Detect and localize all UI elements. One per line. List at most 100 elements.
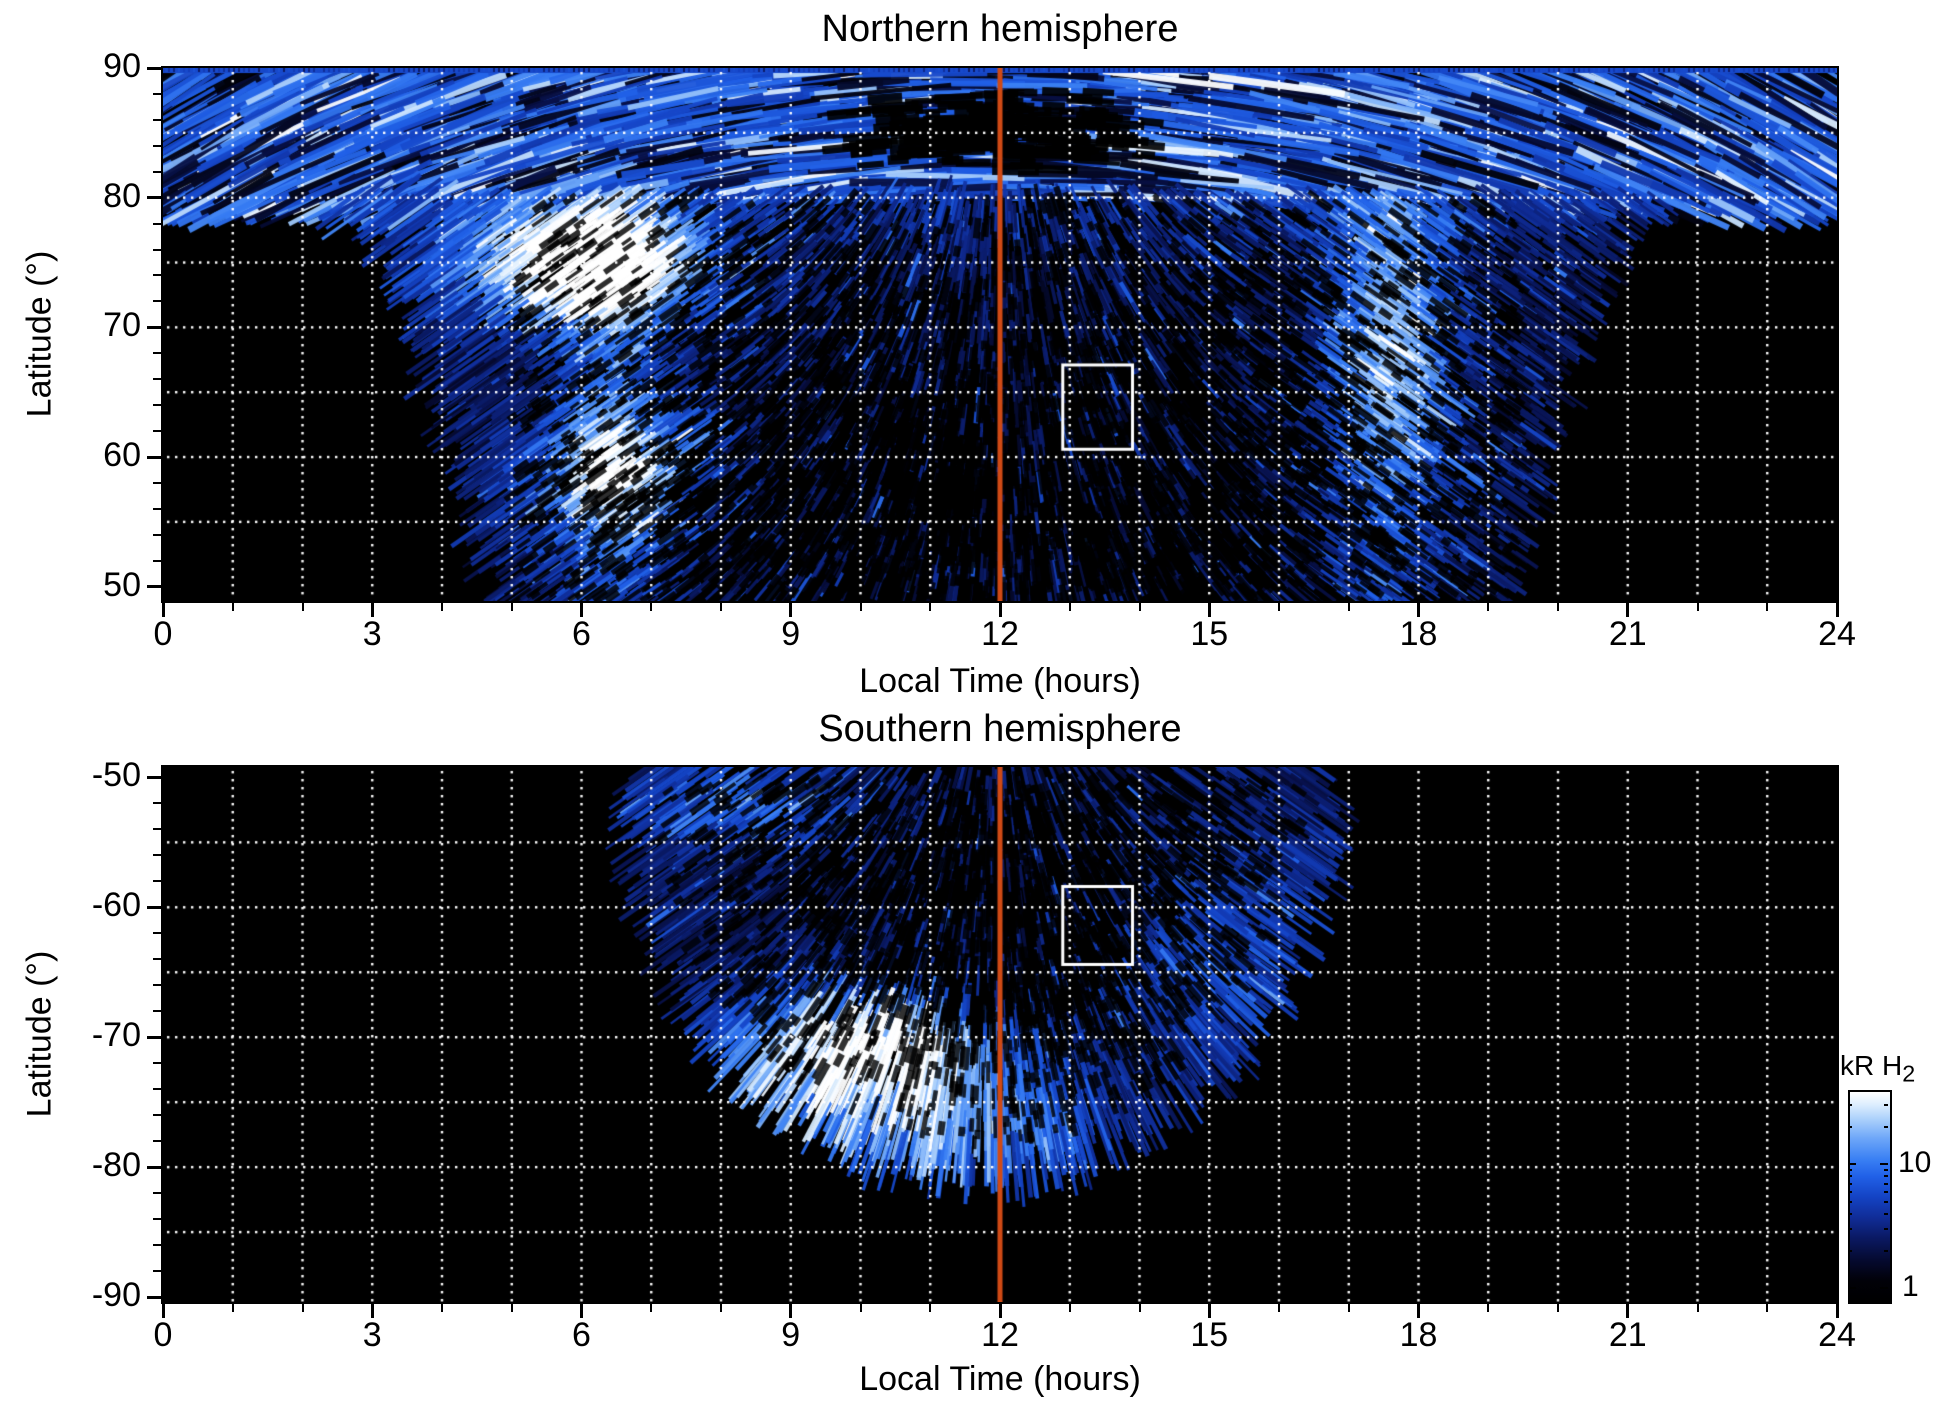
colorbar-minor-tick-mark xyxy=(1884,1126,1888,1129)
north-xaxis-label: Local Time (hours) xyxy=(859,662,1141,700)
y-tick-mark xyxy=(153,932,161,935)
x-tick-label: 0 xyxy=(153,1316,173,1354)
x-tick-mark xyxy=(1138,603,1141,611)
y-tick-mark xyxy=(147,585,161,589)
x-tick-label: 3 xyxy=(362,615,382,653)
x-tick-mark xyxy=(1347,603,1350,611)
y-tick-mark xyxy=(153,854,161,857)
x-tick-mark xyxy=(1417,603,1420,617)
y-tick-label: -90 xyxy=(91,1276,141,1315)
colorbar-minor-tick-mark xyxy=(1884,1212,1888,1215)
y-tick-mark xyxy=(153,880,161,883)
x-tick-label: 18 xyxy=(1399,1316,1438,1354)
x-tick-label: 21 xyxy=(1608,1316,1647,1354)
x-tick-mark xyxy=(1207,1304,1211,1318)
x-tick-label: 12 xyxy=(981,615,1019,653)
x-tick-label: 12 xyxy=(981,1316,1019,1354)
colorbar-minor-tick-mark xyxy=(1884,1200,1888,1203)
colorbar-tick-mark xyxy=(1848,1287,1856,1290)
x-tick-mark xyxy=(370,1304,374,1318)
y-tick-label: -60 xyxy=(91,886,141,925)
y-tick-mark xyxy=(147,905,161,909)
y-tick-mark xyxy=(153,958,161,961)
x-tick-mark xyxy=(370,603,374,617)
x-tick-mark xyxy=(1557,603,1559,611)
colorbar-minor-tick-mark xyxy=(1848,1104,1852,1107)
north-plot-title: Northern hemisphere xyxy=(821,8,1179,50)
y-tick-label: 80 xyxy=(103,176,141,215)
x-tick-mark xyxy=(789,603,793,617)
y-tick-mark xyxy=(153,404,161,407)
x-tick-label: 24 xyxy=(1818,1316,1856,1354)
x-tick-mark xyxy=(1626,603,1630,617)
y-tick-mark xyxy=(147,775,161,779)
y-tick-mark xyxy=(147,325,161,329)
y-tick-mark xyxy=(153,1088,161,1091)
colorbar-unit-subscript: 2 xyxy=(1902,1060,1916,1087)
x-tick-mark xyxy=(929,1304,932,1312)
y-tick-mark xyxy=(147,66,161,70)
colorbar-minor-tick-mark xyxy=(1848,1228,1852,1231)
colorbar-unit-text: kR H xyxy=(1840,1050,1903,1081)
y-tick-mark xyxy=(153,170,161,173)
x-tick-label: 6 xyxy=(572,1316,591,1354)
y-tick-mark xyxy=(153,802,161,805)
y-tick-label: 70 xyxy=(103,306,141,345)
x-tick-mark xyxy=(1207,603,1211,617)
x-tick-mark xyxy=(1696,603,1699,611)
colorbar-minor-tick-mark xyxy=(1884,1228,1888,1231)
x-tick-mark xyxy=(1696,1304,1699,1312)
x-tick-mark xyxy=(510,1304,513,1312)
x-tick-mark xyxy=(580,603,583,617)
x-tick-mark xyxy=(1626,1304,1630,1318)
colorbar xyxy=(1848,1090,1892,1304)
colorbar-minor-tick-mark xyxy=(1884,1190,1888,1193)
x-tick-label: 0 xyxy=(153,615,173,653)
x-tick-label: 9 xyxy=(781,615,801,653)
y-tick-mark xyxy=(153,507,161,510)
x-tick-label: 15 xyxy=(1190,1316,1229,1354)
x-tick-mark xyxy=(231,1304,234,1312)
y-tick-label: -80 xyxy=(91,1146,141,1185)
x-tick-mark xyxy=(720,1304,722,1312)
x-tick-mark xyxy=(161,603,165,617)
y-tick-mark xyxy=(153,248,161,251)
colorbar-minor-tick-mark xyxy=(1848,1212,1852,1215)
x-tick-mark xyxy=(1278,603,1280,611)
y-tick-mark xyxy=(153,300,161,303)
x-tick-mark xyxy=(1487,603,1490,611)
colorbar-minor-tick-mark xyxy=(1848,1126,1852,1129)
colorbar-minor-tick-mark xyxy=(1884,1182,1888,1185)
y-tick-label: -50 xyxy=(91,756,141,795)
y-tick-mark xyxy=(153,92,161,95)
y-tick-label: 60 xyxy=(103,436,141,475)
south-xaxis-label: Local Time (hours) xyxy=(859,1360,1141,1398)
colorbar-minor-tick-mark xyxy=(1848,1200,1852,1203)
x-tick-mark xyxy=(1835,603,1839,617)
x-tick-mark xyxy=(859,603,862,611)
colorbar-tick-mark xyxy=(1848,1163,1856,1166)
y-tick-mark xyxy=(147,1165,161,1169)
colorbar-label: kR H2 xyxy=(1840,1050,1915,1088)
colorbar-minor-tick-mark xyxy=(1884,1104,1888,1107)
y-tick-mark xyxy=(153,222,161,225)
y-tick-mark xyxy=(153,1062,161,1065)
y-tick-mark xyxy=(153,430,161,433)
x-tick-label: 15 xyxy=(1190,615,1229,653)
y-tick-mark xyxy=(147,196,161,200)
north-heatmap xyxy=(163,68,1837,601)
x-tick-mark xyxy=(231,603,234,611)
x-tick-mark xyxy=(1068,1304,1071,1312)
x-tick-mark xyxy=(441,603,443,611)
x-tick-label: 24 xyxy=(1818,615,1856,653)
y-tick-mark xyxy=(153,533,161,536)
y-tick-mark xyxy=(153,352,161,355)
colorbar-minor-tick-mark xyxy=(1848,1249,1852,1252)
y-tick-mark xyxy=(153,118,161,121)
x-tick-mark xyxy=(301,1304,304,1312)
y-tick-label: -70 xyxy=(91,1016,141,1055)
x-tick-mark xyxy=(998,603,1002,617)
x-tick-mark xyxy=(1835,1304,1839,1318)
colorbar-minor-tick-mark xyxy=(1884,1169,1888,1172)
